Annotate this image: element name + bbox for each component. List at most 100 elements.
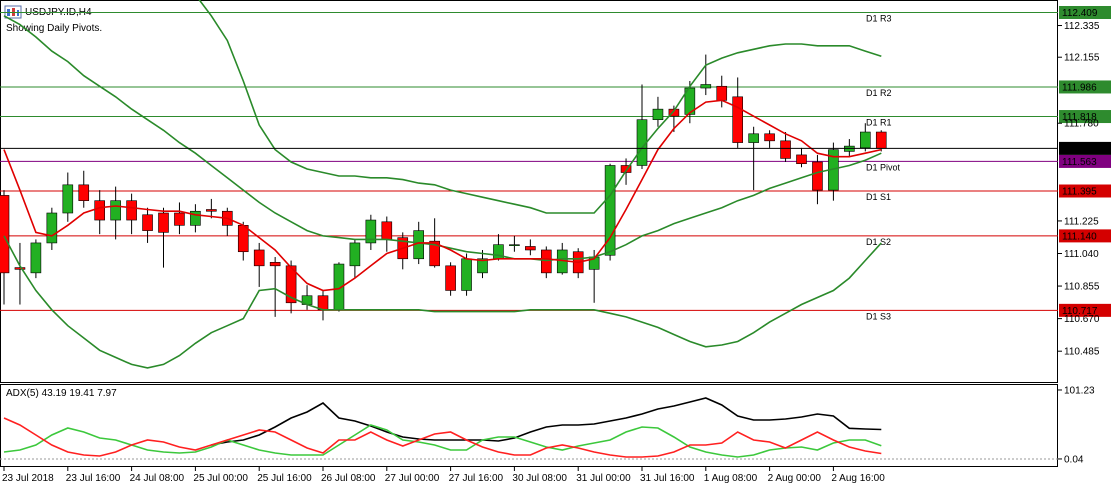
indicator-line	[3, 417, 882, 458]
pivot-tag-label: 112.409	[1062, 8, 1098, 19]
x-tick-label: 30 Jul 08:00	[512, 473, 567, 484]
pivot-tag	[1059, 184, 1111, 198]
y-tick-label: 110.855	[1064, 282, 1100, 293]
indicator-line	[3, 99, 882, 292]
x-tick-label: 2 Aug 00:00	[768, 473, 822, 484]
x-tick-label: 27 Jul 00:00	[385, 473, 440, 484]
pivot-tag-label: 110.717	[1062, 306, 1098, 317]
y-tick-label: 111.225	[1064, 216, 1099, 227]
candle-body	[764, 133, 775, 142]
price-tag-label: 111.637	[1062, 144, 1097, 155]
pivot-tag	[1059, 80, 1111, 94]
x-tick-label: 31 Jul 00:00	[576, 473, 631, 484]
pivot-label: D1 R1	[866, 118, 892, 128]
adx-header: ADX(5) 43.19 19.41 7.97	[6, 388, 117, 399]
axes: 112.409 111.986 111.818 111.563 111.395 111.1…	[2, 5, 1111, 484]
candle-body	[780, 140, 791, 159]
candle-body	[445, 265, 456, 291]
y-tick-label: 112.335	[1064, 21, 1100, 32]
minus-di-value: 7.97	[97, 388, 117, 399]
pivot-label: D1 R3	[866, 13, 892, 23]
x-tick-label: 27 Jul 16:00	[449, 473, 504, 484]
candle-body	[190, 210, 201, 226]
candle-body	[158, 212, 169, 233]
candle-body	[78, 184, 90, 201]
y-tick-label: 110.485	[1064, 347, 1100, 358]
indicator-line	[211, 397, 882, 446]
pivot-label: D1 S3	[866, 311, 891, 321]
candle-body	[94, 200, 105, 221]
x-tick-label: 1 Aug 08:00	[704, 473, 758, 484]
candle-body	[62, 184, 74, 214]
candle-body	[700, 84, 712, 89]
y-tick-label: 110.670	[1064, 314, 1100, 325]
candle-body	[859, 131, 871, 149]
pivot-tag-label: 111.395	[1062, 187, 1097, 198]
candle-body	[46, 212, 58, 244]
pivot-tag-label: 111.986	[1062, 82, 1097, 93]
adx-value: 43.19	[42, 388, 67, 399]
candle-body	[875, 131, 887, 149]
pivot-tag-label: 111.140	[1062, 231, 1097, 242]
candle-body	[237, 225, 249, 253]
pivot-tag	[1059, 110, 1111, 124]
candle-body	[269, 261, 281, 267]
candle-body	[110, 200, 121, 221]
candle-body	[349, 242, 361, 267]
candle-body	[812, 161, 823, 191]
candle-body	[142, 214, 153, 231]
candle-body	[206, 209, 217, 212]
indicator-line	[3, 424, 882, 458]
main-plot: D1 R3 D1 R2 D1 R1 D1 Pivot D1 S1 D1 S2 D1 S3	[0, 0, 1058, 369]
x-tick-label: 25 Jul 16:00	[257, 473, 312, 484]
indicator-line	[3, 235, 882, 369]
indicator-line	[198, 0, 882, 214]
pivot-label: D1 S1	[866, 192, 891, 202]
candle-body	[684, 87, 696, 115]
x-tick-label: 26 Jul 08:00	[321, 473, 376, 484]
x-tick-label: 2 Aug 16:00	[831, 473, 885, 484]
candle-body	[509, 244, 520, 246]
candle-body	[620, 165, 632, 173]
adx-plot	[0, 397, 1058, 460]
x-tick-label: 25 Jul 00:00	[193, 473, 248, 484]
candle-body	[285, 265, 297, 304]
candle-body	[174, 212, 185, 226]
pivot-tag	[1059, 5, 1111, 19]
candle-body	[477, 258, 488, 274]
candle-body	[716, 85, 728, 101]
pivot-label: D1 Pivot	[866, 162, 901, 172]
adx-panel-frame	[0, 384, 1058, 467]
candle-body	[30, 242, 42, 274]
chart-subtitle: Showing Daily Pivots.	[6, 23, 102, 34]
y-tick-label: 111.040	[1064, 249, 1099, 260]
pivot-label: D1 S2	[866, 237, 891, 247]
candle-body	[540, 249, 552, 274]
price-tag	[1059, 141, 1111, 155]
pivot-tag-label: 111.818	[1062, 112, 1097, 123]
candle-body	[381, 221, 393, 240]
candle-body	[525, 246, 536, 251]
pivot-tag	[1059, 303, 1111, 317]
x-tick-label: 23 Jul 16:00	[66, 473, 121, 484]
candle-body	[0, 195, 10, 274]
candle-body	[14, 267, 26, 270]
pivot-tag-label: 111.563	[1062, 157, 1097, 168]
candle-body	[429, 240, 440, 267]
x-tick-label: 31 Jul 16:00	[640, 473, 695, 484]
x-tick-label: 23 Jul 2018	[2, 473, 54, 484]
y-tick-label: 112.155	[1064, 53, 1100, 64]
candle-body	[652, 108, 664, 121]
candle-body	[317, 295, 329, 311]
pivot-label: D1 R2	[866, 88, 892, 98]
y-tick-label: 0.04	[1064, 454, 1084, 465]
candle-body	[461, 258, 472, 291]
candle-body	[365, 219, 377, 244]
candle-body	[668, 108, 680, 117]
plus-di-value: 19.41	[69, 388, 94, 399]
y-tick-label: 111.780	[1064, 119, 1099, 130]
candle-body	[604, 165, 616, 256]
y-tick-label: 101.23	[1064, 385, 1095, 396]
